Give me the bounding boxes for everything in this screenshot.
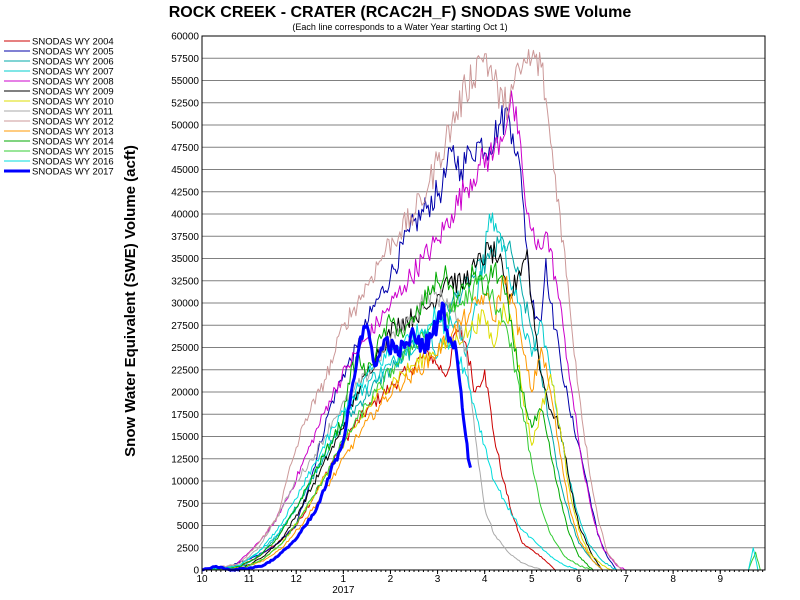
series-line-snodas-wy-2014: [201, 262, 765, 571]
legend-label: SNODAS WY 2017: [32, 167, 114, 178]
series-line-snodas-wy-2004: [201, 327, 765, 571]
legend-label: SNODAS WY 2009: [32, 87, 114, 98]
legend-label: SNODAS WY 2013: [32, 127, 114, 138]
legend-label: SNODAS WY 2014: [32, 137, 114, 148]
series-line-snodas-wy-2011: [201, 285, 765, 571]
x-tick-label: 10: [196, 574, 208, 585]
x-tick-label: 11: [244, 574, 255, 585]
y-tick-label: 2500: [177, 543, 200, 554]
y-tick-label: 25000: [171, 343, 199, 354]
x-tick-label: 8: [670, 574, 676, 585]
legend-label: SNODAS WY 2011: [32, 107, 113, 118]
legend-label: SNODAS WY 2005: [32, 47, 114, 58]
legend-label: SNODAS WY 2008: [32, 77, 114, 88]
y-tick-label: 5000: [177, 521, 200, 532]
chart-subtitle: (Each line corresponds to a Water Year s…: [292, 22, 507, 32]
y-tick-label: 45000: [171, 165, 199, 176]
y-tick-label: 35000: [171, 254, 199, 265]
y-axis-label: Snow Water Equivalent (SWE) Volume (acft…: [122, 145, 139, 457]
y-tick-label: 20000: [171, 388, 199, 399]
legend-label: SNODAS WY 2007: [32, 67, 114, 78]
y-tick-label: 7500: [177, 499, 200, 510]
x-year-label: 2017: [332, 585, 355, 596]
legend-label: SNODAS WY 2010: [32, 97, 114, 108]
y-tick-label: 40000: [171, 210, 199, 221]
y-tick-label: 27500: [171, 321, 199, 332]
y-tick-label: 52500: [171, 98, 199, 109]
x-tick-label: 5: [529, 574, 535, 585]
y-tick-label: 0: [193, 566, 199, 577]
series-line-snodas-wy-2016: [201, 306, 765, 571]
legend-label: SNODAS WY 2016: [32, 157, 114, 168]
y-tick-labels: 0 2500 5000 7500 10000 12500 15000 17500 20000 22…: [171, 32, 199, 577]
x-tick-label: 2: [388, 574, 394, 585]
y-tick-label: 57500: [171, 54, 199, 65]
y-tick-label: 42500: [171, 187, 199, 198]
y-tick-label: 17500: [171, 410, 199, 421]
x-tick-label: 6: [576, 574, 582, 585]
y-tick-label: 12500: [171, 454, 199, 465]
y-tick-label: 15000: [171, 432, 199, 443]
series-line-snodas-wy-2017: [201, 301, 472, 572]
chart-title: ROCK CREEK - CRATER (RCAC2H_F) SNODAS SW…: [169, 4, 632, 21]
x-tick-label: 3: [435, 574, 441, 585]
legend-label: SNODAS WY 2015: [32, 147, 114, 158]
y-tick-label: 47500: [171, 143, 199, 154]
x-tick-label: 7: [623, 574, 629, 585]
y-tick-label: 50000: [171, 121, 199, 132]
plot-frame: [201, 35, 766, 571]
x-tick-label: 1: [341, 574, 347, 585]
y-tick-label: 32500: [171, 276, 199, 287]
y-tick-label: 10000: [171, 477, 199, 488]
series-line-snodas-wy-2012: [202, 49, 765, 571]
y-tick-label: 22500: [171, 365, 199, 376]
y-tick-label: 55000: [171, 76, 199, 87]
legend-label: SNODAS WY 2006: [32, 57, 114, 68]
x-tick-label: 4: [482, 574, 488, 585]
x-tick-label: 12: [291, 574, 303, 585]
series-lines: [201, 49, 765, 572]
legend-label: SNODAS WY 2004: [32, 37, 114, 48]
legend-label: SNODAS WY 2012: [32, 117, 114, 128]
y-tick-label: 30000: [171, 299, 199, 310]
y-tick-label: 37500: [171, 232, 199, 243]
series-line-snodas-wy-2006: [201, 236, 765, 571]
y-tick-label: 60000: [171, 32, 199, 43]
x-tick-label: 9: [717, 574, 723, 585]
